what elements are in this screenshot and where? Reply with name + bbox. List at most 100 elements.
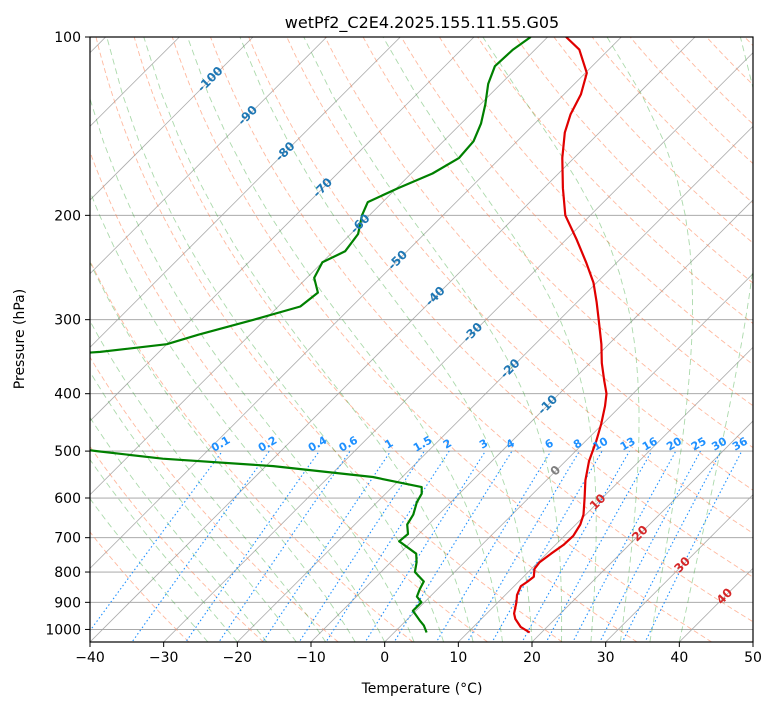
dry-adiabat — [171, 37, 712, 642]
isotherm-line — [90, 37, 328, 275]
mixing-ratio-line — [218, 450, 351, 642]
background-lines — [0, 10, 753, 654]
dry-adiabat — [90, 445, 264, 642]
x-tick-label: 40 — [670, 650, 688, 666]
y-tick-label: 800 — [54, 565, 81, 581]
mixing-ratio-label: 4 — [504, 436, 517, 451]
axes: −40 −30 −20 −10 0 10 20 30 40 5010020030040050060… — [45, 30, 762, 666]
moist-adiabat — [90, 416, 268, 642]
isotherm-label: -40 — [423, 284, 448, 309]
mixing-ratio-line — [599, 450, 701, 642]
mixing-ratio-label: 2 — [441, 437, 454, 452]
isotherm-line — [90, 37, 254, 201]
x-tick-label: −10 — [296, 650, 326, 666]
isotherm-label: -10 — [535, 392, 560, 417]
mixing-ratio-line — [90, 450, 223, 632]
x-tick-label: 10 — [449, 650, 467, 666]
dry-adiabat — [324, 37, 753, 491]
isotherm-line — [310, 199, 753, 642]
moist-adiabat — [239, 37, 533, 642]
moist-adiabat — [678, 37, 753, 642]
y-tick-label: 100 — [54, 30, 81, 46]
dry-adiabat — [90, 356, 339, 642]
x-tick-label: −40 — [75, 650, 105, 666]
isotherm-line — [0, 10, 59, 654]
dry-adiabat — [668, 37, 753, 125]
x-tick-label: 0 — [380, 650, 389, 666]
chart-title: wetPf2_C2E4.2025.155.11.55.G05 — [285, 13, 559, 33]
mixing-ratio-line — [644, 450, 743, 642]
isotherm-line — [236, 125, 753, 642]
dry-adiabat — [133, 37, 638, 642]
isotherm-line — [384, 273, 753, 642]
isotherm-line — [90, 37, 475, 422]
isotherm-label: -100 — [194, 64, 225, 95]
mixing-ratio-line — [298, 450, 425, 642]
moist-adiabat — [90, 370, 297, 642]
y-tick-label: 900 — [54, 595, 81, 611]
isotherm-line — [90, 37, 622, 569]
dry-adiabat — [90, 150, 488, 642]
x-tick-label: 30 — [597, 650, 615, 666]
moist-adiabat — [106, 37, 445, 642]
mixing-ratio-line — [466, 450, 580, 642]
dry-adiabat — [90, 259, 414, 642]
isotherm-line — [163, 52, 753, 642]
y-tick-label: 700 — [54, 531, 81, 547]
mixing-ratio-line — [491, 450, 603, 642]
moist-adiabat — [303, 37, 563, 642]
mixing-ratio-label: 30 — [709, 434, 729, 453]
sounding-profiles — [90, 37, 608, 634]
isotherm-line — [752, 641, 753, 642]
moist-adiabat — [90, 498, 209, 642]
moist-adiabat — [90, 190, 386, 642]
y-tick-label: 200 — [54, 208, 81, 224]
isotherm-line — [90, 37, 696, 642]
dry-adiabat — [439, 37, 753, 365]
dry-adiabat — [95, 37, 563, 642]
moist-adiabat — [482, 37, 640, 642]
isotherm-label: -30 — [460, 320, 485, 345]
isotherm-label: 40 — [714, 585, 736, 607]
line-labels: 0.1 0.2 0.4 0.6 1 1.5 2 3 4 6 8 10 13 16 20 25 30 36-100-… — [194, 64, 750, 607]
isotherm-label: -20 — [497, 356, 522, 381]
isotherm-line — [457, 346, 753, 642]
x-tick-label: −30 — [149, 650, 179, 666]
mixing-ratio-line — [131, 450, 270, 642]
y-tick-label: 600 — [54, 491, 81, 507]
dry-adiabat — [477, 37, 753, 325]
moist-adiabat — [90, 320, 327, 642]
dry-adiabat — [286, 37, 753, 534]
dry-adiabat — [210, 37, 753, 623]
x-axis-label: Temperature (°C) — [361, 681, 483, 697]
temperature-profile — [512, 37, 608, 634]
x-tick-label: −20 — [223, 650, 253, 666]
dry-adiabat — [362, 37, 753, 449]
isotherm-label: -50 — [385, 247, 410, 272]
dry-adiabat — [706, 37, 753, 86]
mixing-ratio-line — [325, 450, 450, 642]
dry-adiabat — [553, 37, 753, 244]
isotherm-label: -90 — [235, 103, 260, 128]
x-tick-label: 20 — [523, 650, 541, 666]
moist-adiabat — [90, 458, 238, 642]
mixing-ratio-line — [393, 450, 513, 642]
mixing-ratio-label: 6 — [543, 436, 556, 451]
isotherm-label: -70 — [310, 175, 335, 200]
isotherm-line — [90, 37, 549, 496]
mixing-ratio-label: 1 — [382, 437, 395, 452]
moist-adiabat — [606, 37, 693, 642]
dry-adiabat — [248, 37, 753, 578]
dewpoint-profile — [90, 37, 532, 633]
isotherm-line — [90, 37, 180, 127]
isotherm-line — [90, 37, 401, 348]
mixing-ratio-line — [262, 450, 392, 642]
plot-frame — [89, 36, 754, 643]
dry-adiabat — [400, 37, 753, 407]
mixing-ratio-line — [621, 450, 722, 642]
isotherm-label: -80 — [272, 139, 297, 164]
dry-adiabat — [744, 37, 753, 47]
moist-adiabat — [382, 37, 597, 642]
moist-adiabat — [187, 37, 503, 642]
